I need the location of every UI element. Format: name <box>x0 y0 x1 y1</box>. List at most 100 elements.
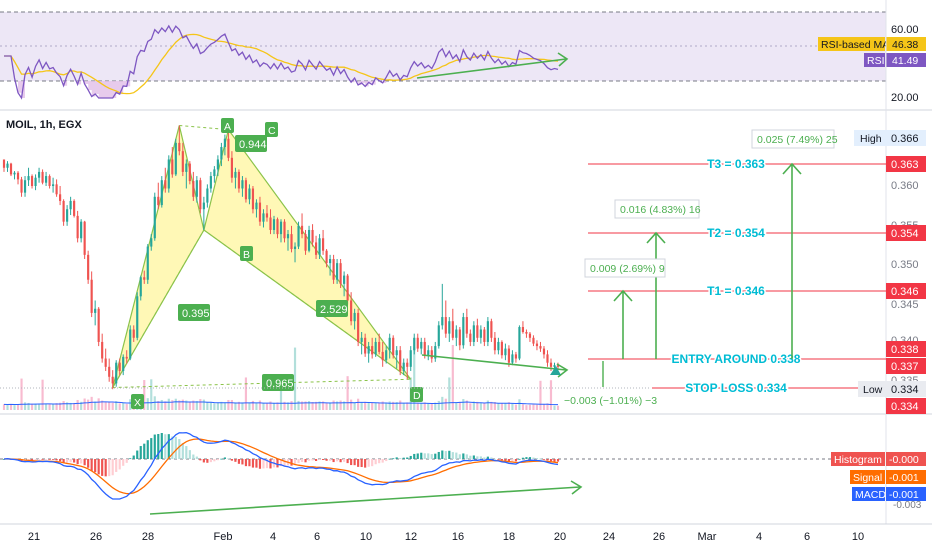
volume-bars <box>2 344 560 410</box>
volume-bar <box>448 377 451 410</box>
candle <box>434 341 437 362</box>
candle-body <box>237 171 241 189</box>
candle-body <box>434 346 437 359</box>
candle <box>367 341 370 363</box>
volume-bar <box>83 398 86 410</box>
histogram-bar <box>80 459 83 464</box>
candle <box>307 225 311 253</box>
histogram-bar <box>535 458 539 459</box>
histogram-bar <box>343 459 346 462</box>
candle <box>511 350 514 366</box>
pattern-point-labels: X A B C D <box>131 118 423 409</box>
candle-body <box>234 171 237 178</box>
histogram-bar <box>507 459 510 462</box>
volume-bar <box>304 401 307 410</box>
time-tick: Mar <box>698 531 717 543</box>
volume-bar <box>350 399 353 410</box>
histogram-bar <box>385 459 388 462</box>
candle-body <box>546 354 549 363</box>
candle-body <box>364 337 367 354</box>
candle <box>181 142 184 177</box>
volume-bar <box>122 402 125 410</box>
candle <box>153 192 156 241</box>
histogram-bar <box>167 434 170 459</box>
candle <box>52 177 55 193</box>
time-tick: 24 <box>603 531 615 543</box>
candle <box>269 209 272 235</box>
candle <box>94 300 97 326</box>
candle-body <box>458 329 461 346</box>
volume-bar <box>234 402 237 410</box>
candle-body <box>353 312 356 322</box>
candle <box>69 196 72 216</box>
volume-bar <box>115 401 118 410</box>
svg-text:X: X <box>134 397 141 409</box>
candle <box>546 350 549 367</box>
volume-bar <box>486 400 489 410</box>
candle-body <box>413 337 416 351</box>
candle-body <box>381 351 384 361</box>
histogram-bar <box>118 459 121 470</box>
candle-body <box>220 147 223 160</box>
histogram-bar <box>206 459 209 463</box>
volume-bar <box>262 402 265 410</box>
candle <box>402 358 405 376</box>
histogram-bar <box>269 459 272 469</box>
time-tick: 10 <box>852 531 864 543</box>
histogram-bar <box>514 459 518 462</box>
candle-body <box>360 337 363 342</box>
histogram-bar <box>381 459 384 463</box>
candle <box>504 343 507 361</box>
point-label-c: C <box>265 122 278 137</box>
candle <box>346 273 349 305</box>
volume-bar <box>381 401 384 410</box>
candle-body <box>532 337 535 344</box>
histogram-bar <box>332 459 335 463</box>
histogram-bar <box>350 459 353 466</box>
histogram-bar <box>367 459 370 467</box>
volume-bar <box>346 376 349 410</box>
svg-text:Histogram: Histogram <box>834 454 882 466</box>
current-price-tag: 0.337 <box>886 358 926 374</box>
candle-body <box>423 341 426 356</box>
candle <box>143 270 146 284</box>
t1-tag: 0.346 <box>886 283 926 299</box>
volume-bar <box>160 399 163 410</box>
volume-bar <box>9 404 13 410</box>
candle <box>304 229 307 255</box>
volume-bar <box>185 400 188 410</box>
svg-text:0.025 (7.49%) 25: 0.025 (7.49%) 25 <box>757 134 838 146</box>
volume-bar <box>511 403 514 410</box>
candle <box>427 345 430 361</box>
volume-bar <box>525 405 528 410</box>
candle-body <box>66 209 69 222</box>
time-tick: 6 <box>314 531 320 543</box>
candle-body <box>178 142 181 152</box>
candle-body <box>160 180 163 206</box>
candle-body <box>101 341 104 359</box>
histogram-bar <box>181 443 184 459</box>
svg-text:-0.000: -0.000 <box>889 454 919 466</box>
candle-body <box>483 329 486 342</box>
histogram-bar <box>234 459 237 462</box>
histogram-bar <box>374 459 377 465</box>
candle-body <box>507 348 510 363</box>
histogram-bar <box>276 459 279 468</box>
candle <box>237 169 241 193</box>
candle-body <box>451 321 454 338</box>
volume-bar <box>52 403 55 410</box>
volume-bar <box>209 402 212 410</box>
candle <box>339 259 342 289</box>
ratio-bd-text: 2.529 <box>320 304 348 316</box>
volume-bar <box>532 404 535 410</box>
histogram-bar <box>104 459 107 477</box>
candle-body <box>171 159 174 175</box>
histogram-bar <box>41 459 44 460</box>
volume-bar <box>378 402 381 410</box>
ratio-label-xb: 0.395 <box>178 304 210 321</box>
rsi-ma-legend: RSI-based MA 46.38 <box>818 37 926 51</box>
candle <box>227 129 230 162</box>
svg-text:-0.001: -0.001 <box>889 489 919 501</box>
histogram-bar <box>542 459 546 460</box>
